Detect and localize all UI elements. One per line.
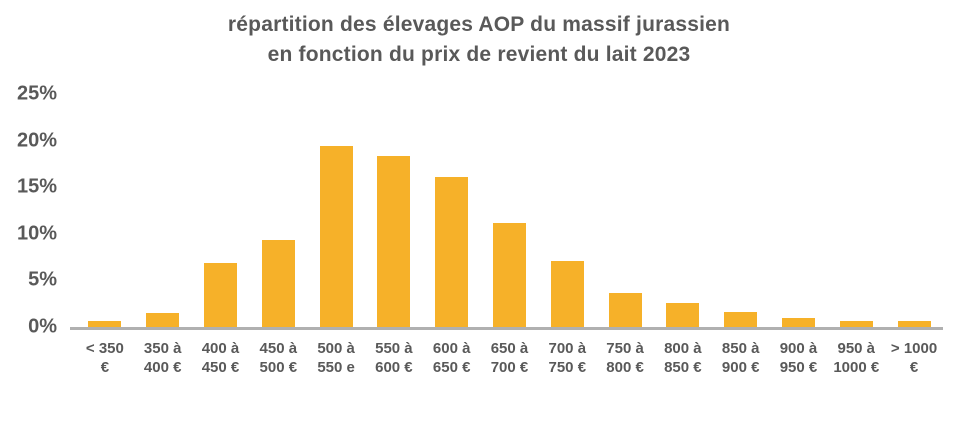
x-axis-label-6: 550 à 600 € — [375, 340, 413, 376]
bar-13 — [781, 317, 815, 327]
bar-slot — [76, 94, 134, 327]
bar-slot — [249, 94, 307, 327]
bar-slot — [538, 94, 596, 327]
chart-title: répartition des élevages AOP du massif j… — [0, 10, 958, 70]
bar-2 — [146, 313, 180, 327]
bar-slot — [365, 94, 423, 327]
bar-slot — [192, 94, 250, 327]
x-axis-label-5: 500 à 550 e — [317, 340, 355, 376]
x-axis-label-9: 700 à 750 € — [548, 340, 587, 376]
bar-slot — [134, 94, 192, 327]
bar-11 — [666, 302, 700, 327]
bar-14 — [839, 321, 873, 327]
x-axis-label-11: 800 à 850 € — [664, 340, 702, 376]
y-axis-tick-label: 20% — [16, 129, 57, 152]
x-axis-label-4: 450 à 500 € — [259, 340, 298, 376]
bar-slot — [423, 94, 481, 327]
x-axis-label-7: 600 à 650 € — [432, 340, 471, 376]
y-axis-tick-label: 25% — [16, 82, 57, 105]
bar-slot — [827, 94, 885, 327]
x-axis-label-3: 400 à 450 € — [201, 340, 240, 376]
bar-3 — [203, 262, 237, 327]
y-axis-tick-label: 10% — [16, 222, 57, 245]
bar-12 — [724, 312, 758, 327]
y-axis-tick-label: 15% — [16, 175, 57, 198]
x-axis-label-1: < 350 € — [85, 340, 124, 376]
x-axis-label-12: 850 à 900 € — [721, 340, 760, 376]
bar-slot — [596, 94, 654, 327]
x-axis-line — [70, 327, 943, 330]
chart-title-line1: répartition des élevages AOP du massif j… — [227, 13, 731, 36]
y-axis-tick-label: 0% — [28, 315, 57, 338]
x-axis-label-2: 350 à 400 € — [143, 340, 182, 376]
x-axis-label-13: 900 à 950 € — [779, 340, 818, 376]
bar-10 — [608, 293, 642, 327]
x-axis-label-15: > 1000 € — [890, 340, 938, 376]
bar-4 — [261, 240, 295, 327]
bar-8 — [492, 222, 526, 327]
x-axis-label-8: 650 à 700 € — [490, 340, 529, 376]
y-axis: 0% 5% 10% 15% 20% 25% — [0, 83, 57, 338]
bar-7 — [435, 176, 469, 327]
bar-9 — [550, 260, 584, 327]
bar-slot — [307, 94, 365, 327]
y-axis-tick-label: 5% — [28, 268, 57, 291]
bar-slot — [712, 94, 770, 327]
bar-slot — [770, 94, 828, 327]
bar-slot — [481, 94, 539, 327]
plot-area — [76, 94, 943, 327]
bar-5 — [319, 146, 353, 327]
x-axis-label-10: 750 à 800 € — [606, 340, 644, 376]
bar-1 — [88, 321, 122, 327]
bar-15 — [897, 321, 931, 327]
x-axis-labels: < 350 € 350 à 400 € 400 à 450 € 450 à 500 € 500 … — [76, 339, 943, 377]
bar-slot — [885, 94, 943, 327]
chart-title-line2: en fonction du prix de revient du lait 2… — [267, 43, 691, 66]
x-axis-label-14: 950 à 1000 € — [833, 340, 880, 376]
bar-6 — [377, 155, 411, 327]
bar-slot — [654, 94, 712, 327]
